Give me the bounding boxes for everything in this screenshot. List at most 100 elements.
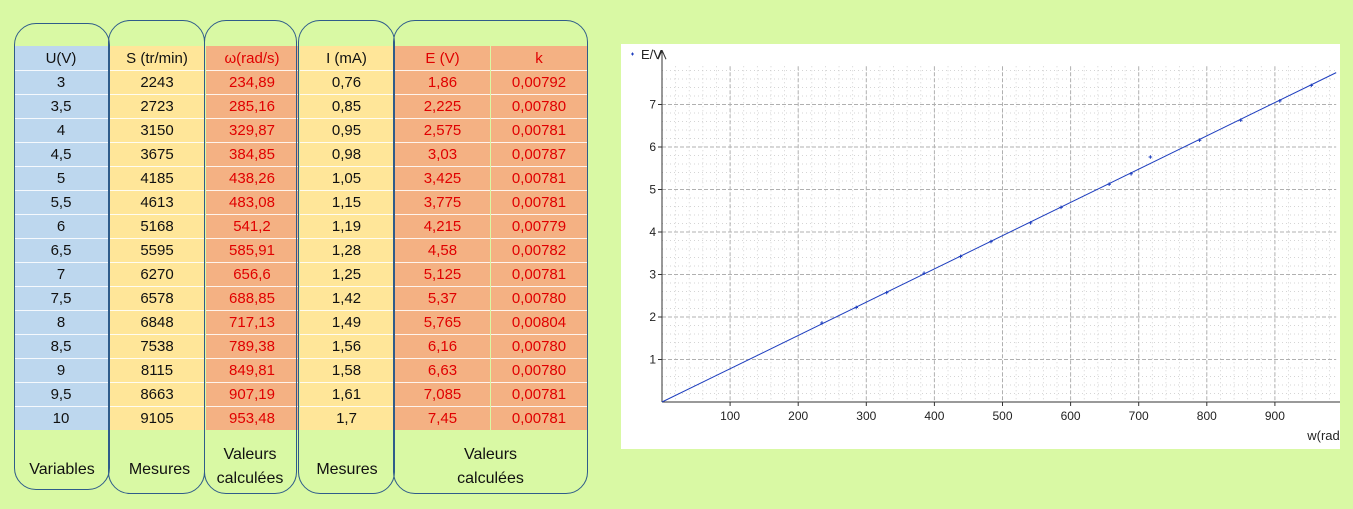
x-tick-label: 100 xyxy=(720,409,740,423)
row-separator xyxy=(395,334,490,335)
cell-k: 0,00780 xyxy=(511,290,567,307)
group-mesures-1-border xyxy=(108,20,205,494)
cell-s: 6578 xyxy=(140,290,174,307)
group-mesures-2-border xyxy=(298,20,395,494)
row-separator xyxy=(395,190,490,191)
data-point xyxy=(958,254,963,259)
row-separator xyxy=(14,382,108,383)
row-separator xyxy=(206,190,298,191)
x-axis-label: w(rad/s) xyxy=(1306,428,1340,443)
row-separator xyxy=(300,238,393,239)
data-point xyxy=(1148,155,1153,159)
row-separator xyxy=(206,286,298,287)
cell-k: 0,00781 xyxy=(511,194,567,211)
row-separator xyxy=(14,310,108,311)
row-separator xyxy=(300,262,393,263)
cell-omega: 953,48 xyxy=(229,410,275,427)
row-separator xyxy=(395,382,490,383)
x-tick-label: 900 xyxy=(1265,409,1285,423)
row-separator xyxy=(491,310,587,311)
y-axis-arrow xyxy=(657,50,667,60)
cell-omega: 688,85 xyxy=(229,290,275,307)
row-separator xyxy=(110,238,204,239)
header-s: S (tr/min) xyxy=(126,50,188,67)
row-separator xyxy=(491,286,587,287)
row-separator xyxy=(14,70,108,71)
header-e: E (V) xyxy=(425,50,460,67)
cell-k: 0,00781 xyxy=(511,122,567,139)
row-separator xyxy=(206,358,298,359)
data-point xyxy=(1309,83,1314,88)
cell-s: 4185 xyxy=(140,170,174,187)
cell-k: 0,00804 xyxy=(511,314,567,331)
row-separator xyxy=(14,406,108,407)
cell-k: 0,00781 xyxy=(511,170,567,187)
cell-omega: 438,26 xyxy=(229,170,275,187)
cell-i: 1,05 xyxy=(331,170,362,187)
row-separator xyxy=(206,94,298,95)
row-separator xyxy=(14,214,108,215)
cell-u: 3 xyxy=(56,74,66,91)
cell-k: 0,00792 xyxy=(511,74,567,91)
cell-k: 0,00779 xyxy=(511,218,567,235)
group-variables-border xyxy=(14,23,110,490)
row-separator xyxy=(14,262,108,263)
data-point xyxy=(884,290,889,295)
x-tick-label: 200 xyxy=(788,409,808,423)
y-tick-label: 5 xyxy=(649,183,656,197)
row-separator xyxy=(300,70,393,71)
row-separator xyxy=(206,142,298,143)
x-tick-label: 800 xyxy=(1197,409,1217,423)
row-separator xyxy=(110,142,204,143)
row-separator xyxy=(395,310,490,311)
row-separator xyxy=(110,94,204,95)
cell-i: 1,42 xyxy=(331,290,362,307)
row-separator xyxy=(206,118,298,119)
scatter-chart: 100 200 300 400 500 600 700 800 900 1 2 3 4 5 6 7 w(rad/… xyxy=(631,47,1340,443)
row-separator xyxy=(14,334,108,335)
row-separator xyxy=(395,70,490,71)
cell-u: 5,5 xyxy=(50,194,72,211)
cell-u: 10 xyxy=(52,410,70,427)
caption-mesures-1: Mesures xyxy=(128,461,191,478)
cell-u: 4 xyxy=(56,122,66,139)
row-separator xyxy=(395,94,490,95)
row-separator xyxy=(491,118,587,119)
cell-omega: 585,91 xyxy=(229,242,275,259)
x-tick-label: 700 xyxy=(1129,409,1149,423)
row-separator xyxy=(300,166,393,167)
row-separator xyxy=(206,334,298,335)
row-separator xyxy=(395,406,490,407)
row-separator xyxy=(110,70,204,71)
cell-k: 0,00781 xyxy=(511,410,567,427)
row-separator xyxy=(110,118,204,119)
row-separator xyxy=(110,358,204,359)
cell-s: 8663 xyxy=(140,386,174,403)
cell-e: 5,125 xyxy=(423,266,462,283)
cell-u: 9,5 xyxy=(50,386,72,403)
row-separator xyxy=(14,166,108,167)
cell-s: 5168 xyxy=(140,218,174,235)
caption-valeurs-2-line1: Valeurs xyxy=(463,446,518,463)
caption-valeurs-1-line2: calculées xyxy=(216,470,284,487)
cell-u: 5 xyxy=(56,170,66,187)
cell-i: 1,61 xyxy=(331,386,362,403)
cell-e: 7,085 xyxy=(423,386,462,403)
row-separator xyxy=(491,334,587,335)
row-separator xyxy=(110,190,204,191)
caption-variables: Variables xyxy=(29,461,95,478)
x-tick-label: 500 xyxy=(992,409,1012,423)
row-separator xyxy=(206,70,298,71)
data-point xyxy=(1129,171,1133,176)
row-separator xyxy=(14,142,108,143)
row-separator xyxy=(395,118,490,119)
cell-k: 0,00780 xyxy=(511,98,567,115)
row-separator xyxy=(110,406,204,407)
cell-e: 5,37 xyxy=(427,290,458,307)
row-separator xyxy=(300,118,393,119)
row-separator xyxy=(110,166,204,167)
cell-e: 1,86 xyxy=(427,74,458,91)
cell-e: 3,775 xyxy=(423,194,462,211)
cell-omega: 907,19 xyxy=(229,386,275,403)
cell-k: 0,00781 xyxy=(511,386,567,403)
